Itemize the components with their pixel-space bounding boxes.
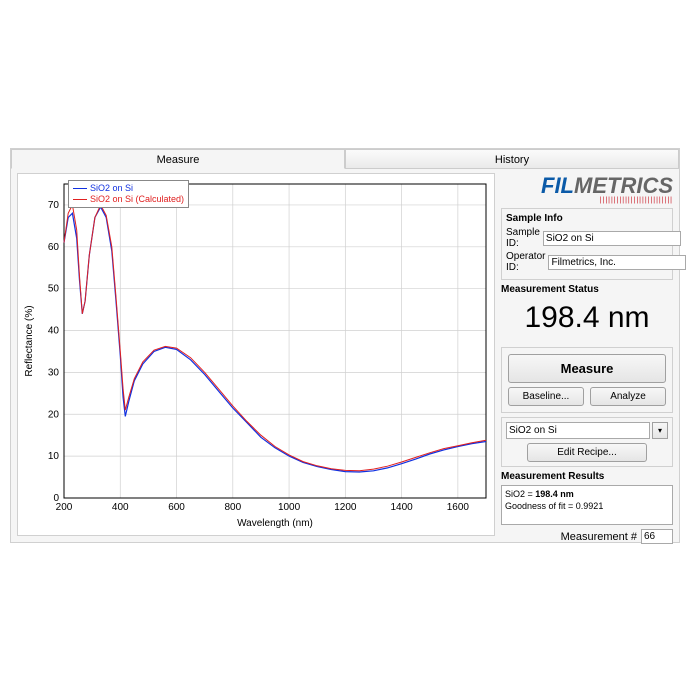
svg-text:30: 30 bbox=[48, 367, 60, 378]
svg-text:10: 10 bbox=[48, 451, 60, 462]
svg-text:40: 40 bbox=[48, 326, 60, 337]
svg-text:20: 20 bbox=[48, 409, 60, 420]
side-panel: FILMETRICS |||||||||||||||||||||||||| Sa… bbox=[501, 173, 673, 536]
svg-text:0: 0 bbox=[53, 493, 59, 504]
svg-text:1400: 1400 bbox=[390, 502, 413, 513]
recipe-group: SiO2 on Si ▾ Edit Recipe... bbox=[501, 417, 673, 467]
svg-text:800: 800 bbox=[224, 502, 241, 513]
svg-text:70: 70 bbox=[48, 200, 60, 211]
results-box: SiO2 = 198.4 nm Goodness of fit = 0.9921 bbox=[501, 485, 673, 525]
svg-text:50: 50 bbox=[48, 284, 60, 295]
measurement-number-row: Measurement # bbox=[501, 529, 673, 544]
tab-history[interactable]: History bbox=[345, 149, 679, 169]
svg-text:60: 60 bbox=[48, 242, 60, 253]
measure-button[interactable]: Measure bbox=[508, 354, 666, 383]
results-group: Measurement Results SiO2 = 198.4 nm Good… bbox=[501, 471, 673, 525]
svg-text:Wavelength (nm): Wavelength (nm) bbox=[237, 518, 313, 529]
sample-info-title: Sample Info bbox=[506, 213, 668, 224]
tab-bar: Measure History bbox=[11, 149, 679, 169]
filmetrics-logo: FILMETRICS |||||||||||||||||||||||||| bbox=[501, 173, 673, 204]
svg-text:1600: 1600 bbox=[447, 502, 470, 513]
status-value: 198.4 nm bbox=[501, 295, 673, 343]
svg-text:1200: 1200 bbox=[334, 502, 357, 513]
analyze-button[interactable]: Analyze bbox=[590, 387, 666, 406]
sample-info-group: Sample Info Sample ID: Operator ID: bbox=[501, 208, 673, 280]
status-title: Measurement Status bbox=[501, 284, 673, 295]
app-window: Measure History 200400600800100012001400… bbox=[10, 148, 680, 543]
svg-text:600: 600 bbox=[168, 502, 185, 513]
svg-text:400: 400 bbox=[112, 502, 129, 513]
measurement-status-group: Measurement Status 198.4 nm bbox=[501, 284, 673, 343]
chart-legend: SiO2 on Si SiO2 on Si (Calculated) bbox=[68, 180, 189, 208]
tab-measure[interactable]: Measure bbox=[11, 149, 345, 169]
measurement-number-label: Measurement # bbox=[561, 531, 637, 543]
operator-id-field[interactable] bbox=[548, 255, 686, 270]
recipe-dropdown-icon[interactable]: ▾ bbox=[652, 422, 668, 439]
operator-id-label: Operator ID: bbox=[506, 251, 545, 273]
svg-text:Reflectance (%): Reflectance (%) bbox=[24, 305, 35, 376]
baseline-button[interactable]: Baseline... bbox=[508, 387, 584, 406]
measurement-number-field[interactable] bbox=[641, 529, 673, 544]
edit-recipe-button[interactable]: Edit Recipe... bbox=[527, 443, 647, 462]
results-title: Measurement Results bbox=[501, 471, 673, 482]
recipe-select[interactable]: SiO2 on Si bbox=[506, 422, 650, 439]
measure-button-group: Measure Baseline... Analyze bbox=[501, 347, 673, 413]
reflectance-chart: 2004006008001000120014001600010203040506… bbox=[17, 173, 495, 536]
sample-id-label: Sample ID: bbox=[506, 227, 540, 249]
sample-id-field[interactable] bbox=[543, 231, 681, 246]
svg-text:1000: 1000 bbox=[278, 502, 301, 513]
